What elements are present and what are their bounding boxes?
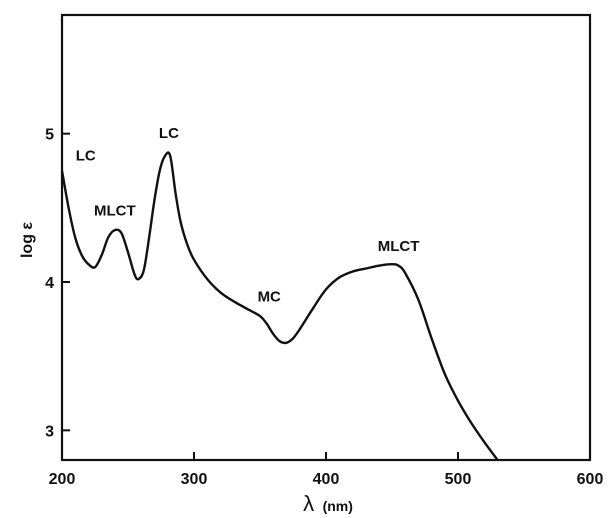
plot-frame [60, 13, 592, 462]
y-axis-label: log ε [19, 222, 36, 258]
x-axis-label: λ (nm) [303, 491, 353, 516]
y-tick-label: 4 [45, 275, 54, 292]
band-label: MLCT [378, 238, 420, 255]
axis-ticks: 200 300 400 500 600 3 4 5 [45, 127, 603, 488]
band-label: MC [258, 288, 281, 305]
spectrum-line [62, 151, 499, 460]
x-tick-label: 200 [49, 471, 76, 488]
x-tick-label: 500 [445, 471, 472, 488]
x-axis-symbol: λ [303, 491, 314, 516]
x-tick-label: 600 [577, 471, 604, 488]
band-label: LC [76, 147, 96, 164]
x-axis-unit: (nm) [323, 498, 353, 514]
x-tick-label: 300 [181, 471, 208, 488]
y-tick-label: 3 [45, 423, 54, 440]
band-label: LC [159, 125, 179, 142]
y-tick-label: 5 [45, 127, 54, 144]
band-label: MLCT [94, 202, 136, 219]
x-tick-label: 400 [313, 471, 340, 488]
band-annotations: LC MLCT LC MC MLCT [76, 125, 420, 305]
